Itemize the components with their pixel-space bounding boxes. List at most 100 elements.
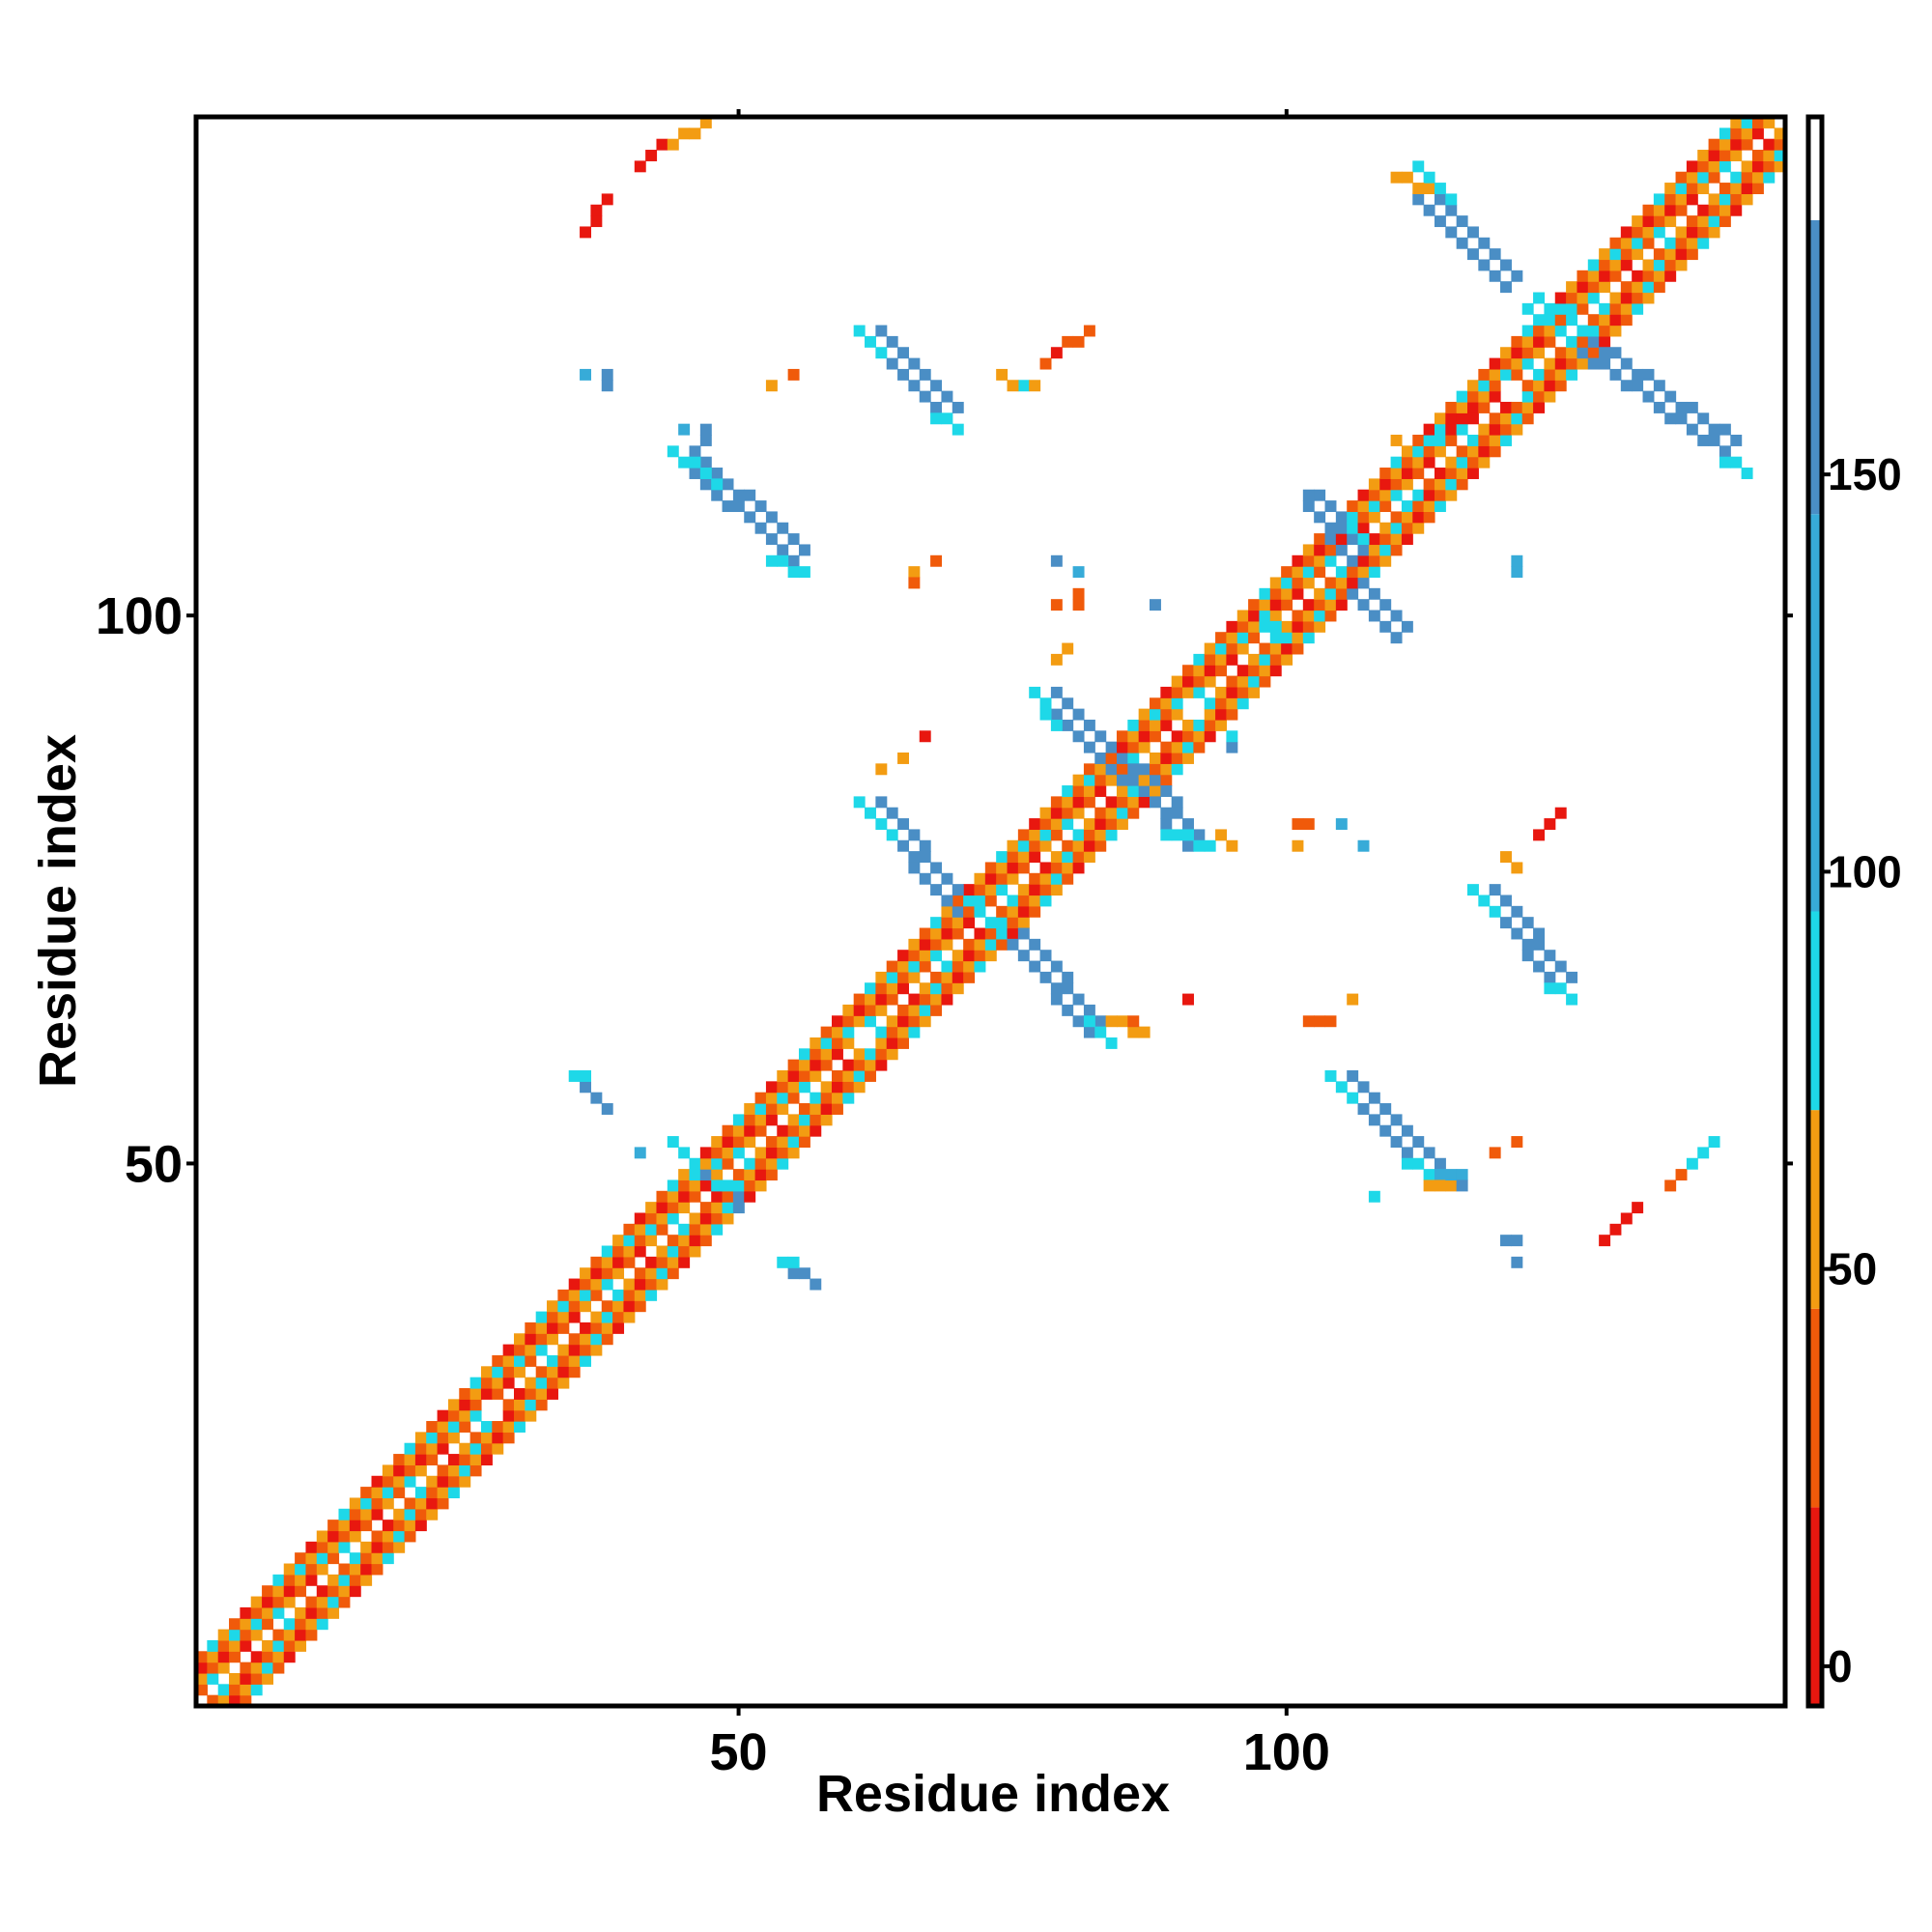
heatmap-cell bbox=[1489, 270, 1501, 282]
heatmap-cell bbox=[1533, 335, 1546, 348]
heatmap-cell bbox=[765, 1136, 778, 1149]
heatmap-cell bbox=[196, 1662, 208, 1674]
heatmap-cell bbox=[732, 1114, 745, 1126]
y-tick-label: 100 bbox=[96, 587, 183, 645]
heatmap-cell bbox=[886, 357, 898, 370]
heatmap-cell bbox=[897, 1004, 910, 1016]
heatmap-cell bbox=[974, 938, 986, 951]
heatmap-cell bbox=[514, 1344, 526, 1356]
heatmap-cell bbox=[1587, 281, 1600, 294]
heatmap-cell bbox=[744, 1124, 756, 1137]
heatmap-cell bbox=[875, 1026, 888, 1038]
heatmap-cell bbox=[1072, 807, 1085, 819]
heatmap-cell bbox=[1697, 215, 1710, 228]
heatmap-cell bbox=[853, 1048, 866, 1061]
heatmap-cell bbox=[1741, 138, 1753, 151]
heatmap-cell bbox=[832, 1037, 843, 1049]
heatmap-cell bbox=[535, 1399, 548, 1411]
heatmap-cell bbox=[426, 1487, 439, 1499]
heatmap-cell bbox=[941, 993, 953, 1006]
heatmap-cell bbox=[1029, 895, 1041, 907]
heatmap-cell bbox=[1347, 993, 1359, 1006]
heatmap-cell bbox=[590, 1311, 603, 1323]
heatmap-cell bbox=[1259, 587, 1271, 600]
heatmap-cell bbox=[1719, 445, 1731, 458]
heatmap-cell bbox=[1620, 302, 1633, 315]
heatmap-cell bbox=[711, 468, 724, 479]
heatmap-cell bbox=[765, 380, 778, 392]
heatmap-cell bbox=[1730, 150, 1743, 161]
heatmap-cell bbox=[1150, 730, 1161, 743]
heatmap-cell bbox=[810, 1037, 822, 1049]
heatmap-cell bbox=[699, 1169, 712, 1181]
heatmap-cell bbox=[283, 1629, 296, 1641]
heatmap-cell bbox=[360, 1508, 373, 1520]
heatmap-cell bbox=[229, 1618, 241, 1631]
heatmap-cell bbox=[349, 1530, 361, 1543]
heatmap-cell bbox=[1587, 325, 1600, 337]
heatmap-cell bbox=[1357, 522, 1370, 534]
heatmap-cell bbox=[623, 1289, 636, 1301]
heatmap-cell bbox=[1116, 818, 1128, 831]
heatmap-cell bbox=[1236, 697, 1249, 710]
heatmap-cell bbox=[1544, 818, 1556, 831]
heatmap-cell bbox=[645, 1235, 658, 1247]
heatmap-cell bbox=[295, 1629, 307, 1641]
heatmap-cell bbox=[1150, 796, 1161, 809]
heatmap-cell bbox=[535, 1388, 548, 1400]
heatmap-cell bbox=[996, 851, 1009, 864]
heatmap-cell bbox=[732, 1124, 745, 1137]
heatmap-cell bbox=[689, 128, 701, 140]
heatmap-cell bbox=[1281, 632, 1293, 644]
heatmap-cell bbox=[1632, 215, 1644, 228]
heatmap-cell bbox=[360, 1552, 373, 1565]
heatmap-cell bbox=[820, 1092, 833, 1104]
heatmap-cell bbox=[1105, 774, 1118, 786]
heatmap-cell bbox=[502, 1344, 515, 1356]
heatmap-cell bbox=[1609, 270, 1622, 282]
heatmap-cell bbox=[1587, 314, 1600, 327]
heatmap-cell bbox=[349, 1585, 361, 1598]
heatmap-cell bbox=[404, 1475, 416, 1488]
heatmap-cell bbox=[295, 1618, 307, 1631]
heatmap-cell bbox=[732, 1136, 745, 1149]
heatmap-cell bbox=[1697, 183, 1710, 195]
heatmap-cell bbox=[722, 1157, 734, 1170]
heatmap-cell bbox=[777, 1103, 789, 1115]
heatmap-cell bbox=[1248, 632, 1261, 644]
heatmap-cell bbox=[1730, 435, 1743, 446]
heatmap-cell bbox=[459, 1409, 471, 1422]
heatmap-cell bbox=[1697, 412, 1710, 425]
heatmap-cell bbox=[1150, 599, 1161, 611]
heatmap-cell bbox=[207, 1651, 219, 1663]
heatmap-cell bbox=[295, 1552, 307, 1565]
heatmap-cell bbox=[1029, 839, 1041, 852]
heatmap-cell bbox=[1314, 533, 1326, 546]
heatmap-cell bbox=[1029, 905, 1041, 918]
heatmap-cell bbox=[897, 347, 910, 359]
heatmap-cell bbox=[941, 938, 953, 951]
heatmap-cell bbox=[1544, 357, 1556, 370]
heatmap-cell bbox=[1412, 500, 1425, 513]
heatmap-cell bbox=[699, 1202, 712, 1214]
heatmap-cell bbox=[908, 380, 921, 392]
heatmap-cell bbox=[941, 960, 953, 973]
heatmap-cell bbox=[1347, 500, 1359, 513]
heatmap-cell bbox=[1050, 829, 1063, 841]
heatmap-cell bbox=[1236, 632, 1249, 644]
heatmap-cell bbox=[1500, 1235, 1512, 1247]
heatmap-cell bbox=[1423, 489, 1435, 501]
heatmap-cell bbox=[1204, 839, 1216, 852]
heatmap-cell bbox=[382, 1475, 394, 1488]
heatmap-cell bbox=[262, 1606, 274, 1619]
heatmap-cell bbox=[502, 1354, 515, 1367]
heatmap-cell bbox=[601, 1256, 613, 1268]
heatmap-cell bbox=[1171, 763, 1183, 776]
heatmap-cell bbox=[1083, 741, 1095, 753]
heatmap-cell bbox=[711, 1190, 724, 1203]
heatmap-cell bbox=[908, 829, 921, 841]
x-tick-label: 100 bbox=[1243, 1723, 1330, 1781]
heatmap-cell bbox=[1215, 708, 1228, 721]
heatmap-cell bbox=[1511, 270, 1523, 282]
heatmap-cell bbox=[1566, 993, 1578, 1006]
